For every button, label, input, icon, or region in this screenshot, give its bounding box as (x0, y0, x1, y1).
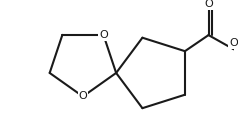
Text: O: O (79, 92, 87, 102)
Text: O: O (99, 30, 108, 40)
Text: O: O (229, 38, 238, 48)
Text: O: O (204, 0, 213, 9)
